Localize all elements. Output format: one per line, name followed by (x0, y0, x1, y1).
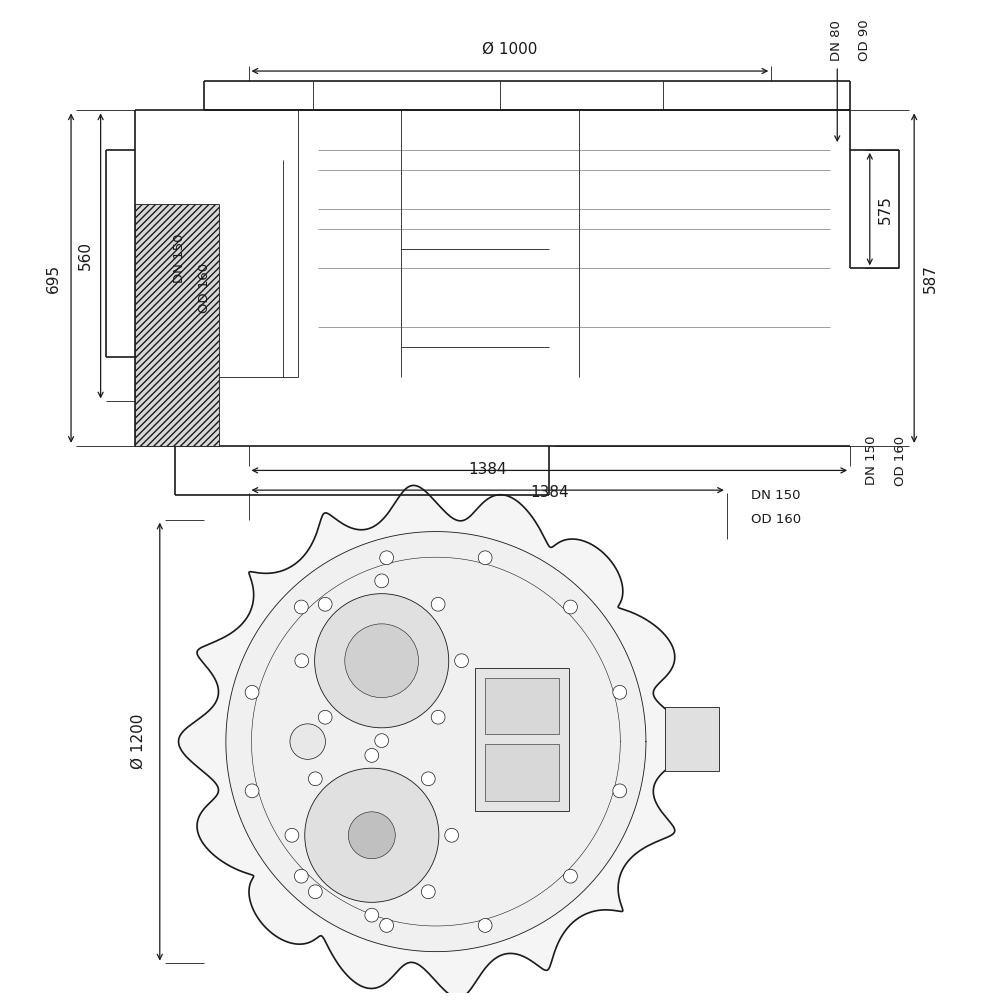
Text: DN 150: DN 150 (751, 489, 801, 502)
Bar (485, 678, 559, 734)
Circle shape (345, 624, 419, 698)
Polygon shape (179, 485, 693, 998)
Circle shape (421, 772, 435, 786)
Circle shape (295, 654, 309, 668)
Circle shape (294, 600, 308, 614)
Text: OD 160: OD 160 (751, 513, 802, 526)
Circle shape (455, 654, 468, 668)
Text: DN 150: DN 150 (865, 436, 878, 485)
Circle shape (445, 828, 459, 842)
Circle shape (245, 685, 259, 699)
Circle shape (318, 597, 332, 611)
Text: Ø 1200: Ø 1200 (131, 714, 146, 769)
Circle shape (613, 784, 627, 798)
Polygon shape (226, 532, 646, 952)
Circle shape (318, 710, 332, 724)
Circle shape (285, 828, 299, 842)
Circle shape (431, 710, 445, 724)
Circle shape (564, 869, 577, 883)
Text: OD 160: OD 160 (894, 435, 907, 486)
Circle shape (421, 885, 435, 899)
Circle shape (564, 600, 577, 614)
Text: 1384: 1384 (530, 485, 569, 500)
Circle shape (308, 772, 322, 786)
Circle shape (315, 594, 449, 728)
Circle shape (431, 597, 445, 611)
Circle shape (478, 551, 492, 565)
Circle shape (294, 869, 308, 883)
Text: DN 80: DN 80 (830, 20, 843, 61)
Circle shape (380, 919, 394, 932)
Circle shape (365, 748, 379, 762)
Circle shape (365, 908, 379, 922)
Circle shape (613, 685, 627, 699)
Text: DN 150: DN 150 (173, 234, 186, 283)
Text: 1384: 1384 (468, 462, 507, 477)
Text: 587: 587 (922, 264, 937, 293)
Circle shape (348, 812, 395, 859)
Text: OD 160: OD 160 (198, 263, 211, 313)
Circle shape (380, 551, 394, 565)
Text: OD 90: OD 90 (858, 20, 871, 61)
Circle shape (478, 919, 492, 932)
Bar (475, 668, 569, 811)
Text: 560: 560 (78, 241, 93, 270)
Circle shape (290, 724, 325, 759)
Circle shape (305, 768, 439, 902)
Text: 695: 695 (46, 264, 61, 293)
Bar (485, 744, 559, 801)
Circle shape (245, 784, 259, 798)
Text: Ø 1000: Ø 1000 (482, 41, 538, 56)
Circle shape (375, 734, 389, 748)
Circle shape (375, 574, 389, 588)
Bar (665, 707, 719, 771)
Circle shape (308, 885, 322, 899)
Text: 575: 575 (878, 195, 893, 224)
Bar (135, 204, 219, 446)
